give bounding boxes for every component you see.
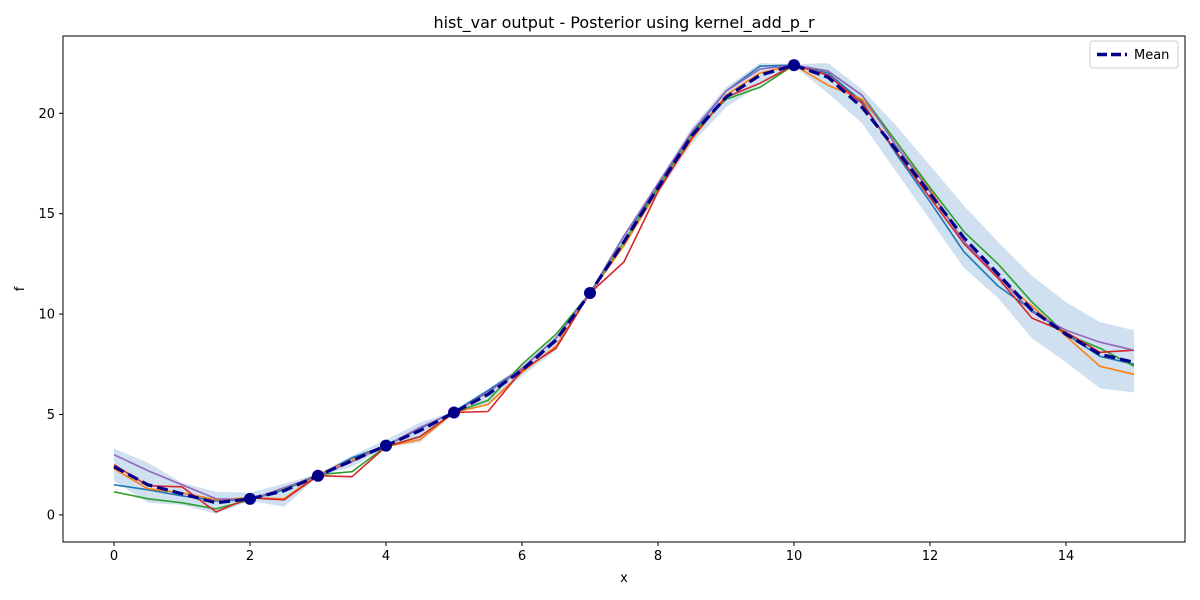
y-axis: 0 5 10 15 20 (38, 107, 63, 523)
y-tick-label: 15 (38, 207, 55, 222)
x-tick-label: 0 (110, 549, 118, 564)
x-axis-label: x (620, 571, 628, 586)
legend: Mean (1089, 40, 1179, 69)
observation-point (448, 406, 460, 419)
observation-point (788, 59, 800, 72)
mean-line-layer (113, 63, 1135, 505)
y-tick-label: 20 (38, 107, 55, 122)
x-tick-label: 10 (786, 549, 803, 564)
x-axis: 0 2 4 6 8 10 12 14 (110, 542, 1074, 564)
observation-point (584, 287, 596, 300)
legend-label-mean: Mean (1134, 48, 1169, 63)
x-tick-label: 12 (922, 549, 939, 564)
legend-box (1089, 40, 1179, 69)
mean-line (113, 63, 1135, 505)
x-tick-label: 4 (382, 549, 390, 564)
y-tick-label: 5 (47, 408, 55, 423)
sample-line-3 (113, 64, 1135, 510)
sample-line-5 (113, 64, 1135, 501)
observation-point (380, 439, 392, 452)
y-axis-label: f (13, 286, 28, 291)
x-tick-label: 6 (518, 549, 526, 564)
observation-points-layer (244, 59, 800, 505)
x-tick-label: 14 (1058, 549, 1075, 564)
confidence-band (114, 63, 1134, 514)
sample-line-4 (113, 64, 1135, 513)
chart-title: hist_var output - Posterior using kernel… (433, 13, 814, 33)
observation-point (312, 469, 324, 482)
x-tick-label: 8 (654, 549, 662, 564)
confidence-band-layer (114, 63, 1134, 514)
y-tick-label: 10 (38, 308, 55, 323)
plot-frame (62, 35, 1186, 543)
observation-point (244, 492, 256, 505)
sample-lines-layer (113, 64, 1135, 513)
y-tick-label: 0 (47, 508, 55, 523)
x-tick-label: 2 (246, 549, 254, 564)
